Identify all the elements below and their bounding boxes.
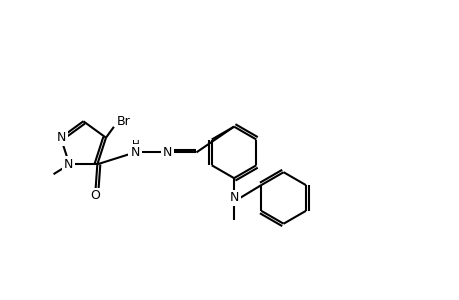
Text: N: N	[229, 191, 238, 205]
Text: N: N	[130, 146, 140, 159]
Text: O: O	[90, 190, 100, 202]
Text: Br: Br	[117, 115, 130, 128]
Text: N: N	[64, 158, 73, 171]
Text: H: H	[132, 140, 140, 151]
Text: N: N	[162, 146, 172, 159]
Text: N: N	[57, 131, 66, 144]
